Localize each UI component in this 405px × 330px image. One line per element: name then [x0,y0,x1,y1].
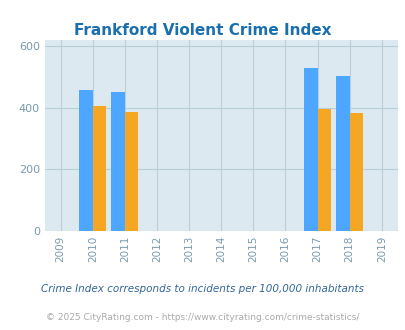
Bar [335,76,349,231]
Bar [93,106,106,231]
Text: Crime Index corresponds to incidents per 100,000 inhabitants: Crime Index corresponds to incidents per… [41,284,364,294]
Bar [317,109,330,231]
Text: Frankford Violent Crime Index: Frankford Violent Crime Index [74,23,331,38]
Bar [79,90,93,231]
Bar [125,112,138,231]
Bar [111,92,125,231]
Bar [303,68,317,231]
Text: © 2025 CityRating.com - https://www.cityrating.com/crime-statistics/: © 2025 CityRating.com - https://www.city… [46,313,359,322]
Bar [349,114,362,231]
